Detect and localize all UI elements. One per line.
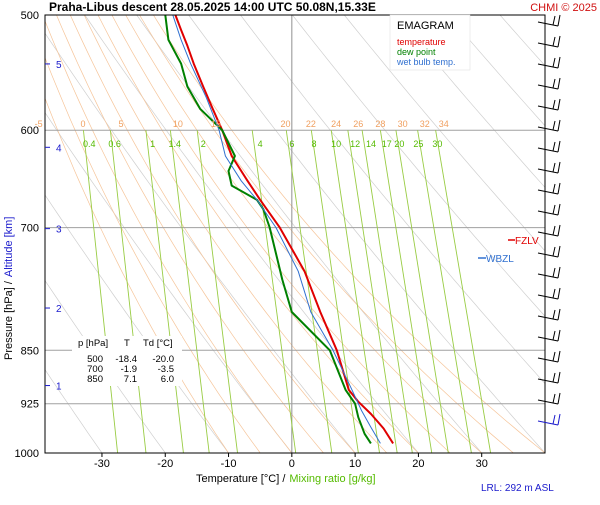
- table-header-td: Td [°C]: [143, 338, 173, 349]
- sounding-table: p [hPa] T Td [°C] 500 -18.4 -20.0 700 -1…: [72, 336, 182, 386]
- legend-dew-point: dew point: [397, 47, 436, 57]
- isotherm-label: 15: [211, 119, 221, 129]
- temperature-tick-label: 10: [349, 458, 361, 470]
- legend-temperature: temperature: [397, 37, 446, 47]
- mixing-ratio-label: 1.4: [168, 139, 181, 149]
- mixing-ratio-label: 25: [413, 139, 423, 149]
- pressure-tick-label: 700: [21, 223, 39, 235]
- altitude-tick-label: 2: [56, 304, 62, 315]
- temperature-tick-label: 0: [289, 458, 295, 470]
- mixing-ratio-label: 2: [201, 139, 206, 149]
- pressure-tick-label: 1000: [15, 448, 39, 460]
- mixing-ratio-label: 20: [394, 139, 404, 149]
- mixing-ratio-label: 30: [432, 139, 442, 149]
- mixing-ratio-label: 1: [150, 139, 155, 149]
- mixing-ratio-label: 0.6: [108, 139, 121, 149]
- temperature-tick-label: -20: [157, 458, 173, 470]
- temperature-tick-label: 30: [476, 458, 488, 470]
- isotherm-label: 24: [331, 119, 341, 129]
- altitude-tick-label: 1: [56, 382, 62, 393]
- isotherm-label: 10: [173, 119, 183, 129]
- legend-title: EMAGRAM: [397, 20, 454, 32]
- pressure-tick-label: 850: [21, 345, 39, 357]
- isotherm-label: 26: [353, 119, 363, 129]
- fzlv-label: FZLV: [515, 236, 539, 247]
- legend-wet-bulb: wet bulb temp.: [396, 57, 456, 67]
- isotherm-label: 0: [80, 119, 85, 129]
- lrl-label: LRL: 292 m ASL: [481, 483, 554, 494]
- altitude-tick-label: 5: [56, 60, 62, 71]
- chart-title: Praha-Libus descent 28.05.2025 14:00 UTC…: [49, 0, 376, 14]
- legend: EMAGRAM temperature dew point wet bulb t…: [390, 15, 470, 70]
- isotherm-label: 32: [420, 119, 430, 129]
- table-header-p: p [hPa]: [78, 338, 108, 349]
- table-row-t: 7.1: [124, 374, 137, 385]
- altitude-tick-label: 4: [56, 143, 62, 154]
- wbzl-label: WBZL: [486, 254, 514, 265]
- table-row-p: 850: [87, 374, 103, 385]
- isotherm-label: 22: [306, 119, 316, 129]
- mixing-ratio-label: 17: [382, 139, 392, 149]
- mixing-ratio-label: 8: [311, 139, 316, 149]
- table-row-td: 6.0: [161, 374, 174, 385]
- copyright: CHMI © 2025: [530, 2, 597, 14]
- isotherm-label: 30: [398, 119, 408, 129]
- pressure-tick-label: 500: [21, 10, 39, 22]
- mixing-ratio-label: 4: [258, 139, 263, 149]
- altitude-tick-label: 3: [56, 225, 62, 236]
- isotherm-label: 34: [439, 119, 449, 129]
- mixing-ratio-label: 6: [289, 139, 294, 149]
- table-header-t: T: [124, 338, 130, 349]
- isotherm-label: 28: [375, 119, 385, 129]
- mixing-ratio-label: 0.4: [83, 139, 96, 149]
- temperature-tick-label: -10: [221, 458, 237, 470]
- isotherm-label: 20: [280, 119, 290, 129]
- mixing-ratio-label: 14: [366, 139, 376, 149]
- temperature-tick-label: 20: [412, 458, 424, 470]
- mixing-ratio-label: 12: [350, 139, 360, 149]
- mixing-ratio-label: 10: [331, 139, 341, 149]
- isotherm-label: 5: [118, 119, 123, 129]
- pressure-tick-label: 600: [21, 125, 39, 137]
- temperature-tick-label: -30: [94, 458, 110, 470]
- ylabel-pressure: Pressure [hPa] /Altitude [km]: [3, 217, 15, 360]
- pressure-tick-label: 925: [21, 399, 39, 411]
